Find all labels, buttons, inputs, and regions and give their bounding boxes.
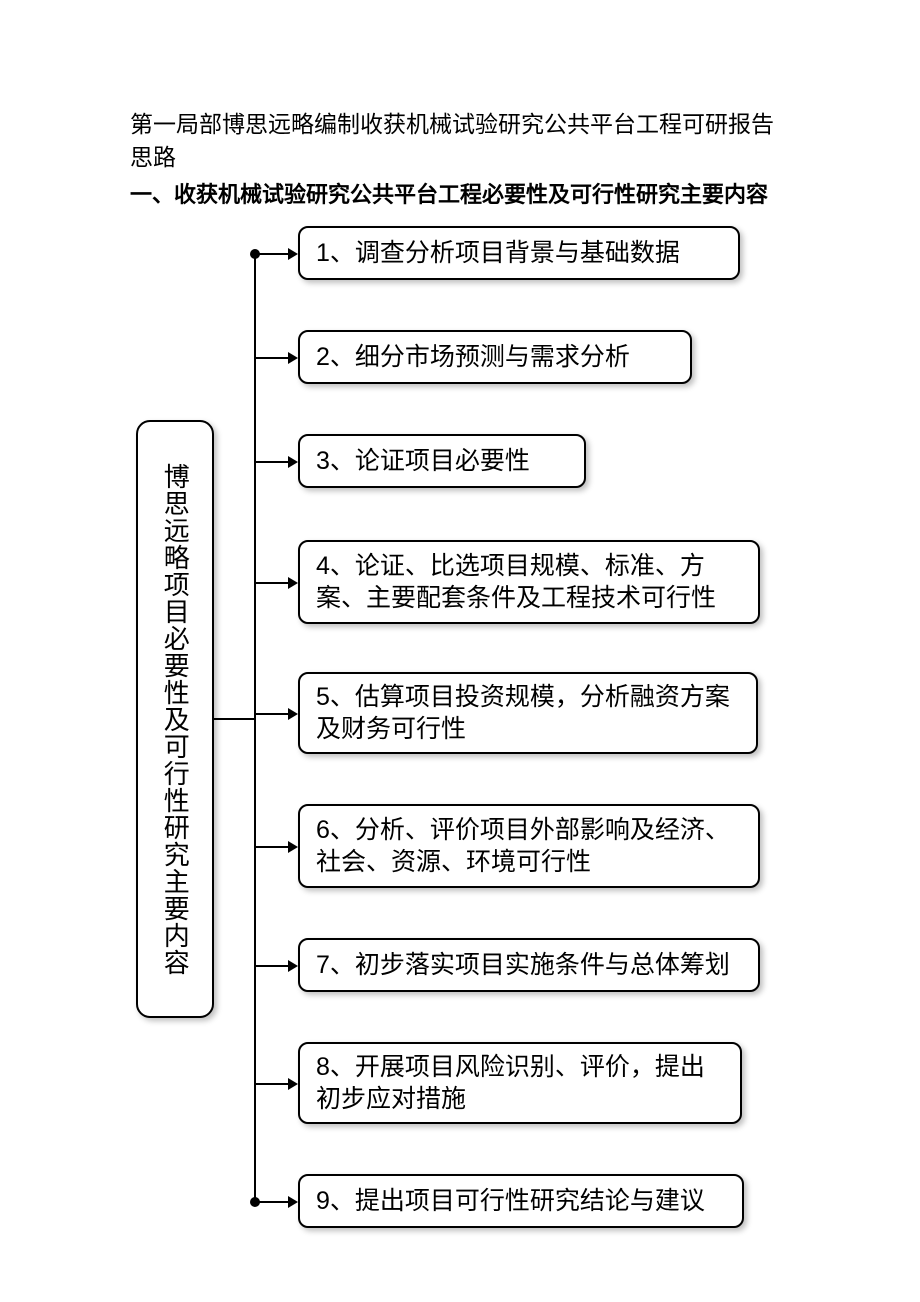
connector-horizontal-4 xyxy=(254,582,290,584)
page-subtitle: 一、收获机械试验研究公共平台工程必要性及可行性研究主要内容 xyxy=(130,177,790,209)
flowchart-item-9: 9、提出项目可行性研究结论与建议 xyxy=(298,1174,744,1228)
page-title: 第一局部博思远略编制收获机械试验研究公共平台工程可研报告思路 xyxy=(130,108,790,175)
main-category-label: 博思远略项目必要性及可行性研究主要内容 xyxy=(159,463,192,976)
arrow-head-1 xyxy=(288,248,298,260)
arrow-head-7 xyxy=(288,960,298,972)
connector-horizontal-3 xyxy=(254,461,290,463)
flowchart-item-label: 9、提出项目可行性研究结论与建议 xyxy=(316,1185,705,1218)
connector-horizontal-6 xyxy=(254,846,290,848)
flowchart-item-label: 7、初步落实项目实施条件与总体筹划 xyxy=(316,949,730,982)
connector-horizontal-7 xyxy=(254,965,290,967)
main-category-box: 博思远略项目必要性及可行性研究主要内容 xyxy=(136,420,214,1018)
flowchart-item-label: 6、分析、评价项目外部影响及经济、社会、资源、环境可行性 xyxy=(316,814,742,879)
trunk-dot-9 xyxy=(250,1197,260,1207)
flowchart-item-6: 6、分析、评价项目外部影响及经济、社会、资源、环境可行性 xyxy=(298,804,760,888)
arrow-head-2 xyxy=(288,352,298,364)
flowchart-item-2: 2、细分市场预测与需求分析 xyxy=(298,330,692,384)
flowchart-item-5: 5、估算项目投资规模，分析融资方案及财务可行性 xyxy=(298,672,758,754)
flowchart-item-8: 8、开展项目风险识别、评价，提出初步应对措施 xyxy=(298,1042,742,1124)
flowchart-item-label: 2、细分市场预测与需求分析 xyxy=(316,341,630,374)
arrow-head-3 xyxy=(288,456,298,468)
header: 第一局部博思远略编制收获机械试验研究公共平台工程可研报告思路 一、收获机械试验研… xyxy=(0,0,920,209)
flowchart-item-label: 8、开展项目风险识别、评价，提出初步应对措施 xyxy=(316,1051,724,1116)
arrow-head-6 xyxy=(288,841,298,853)
flowchart-item-label: 5、估算项目投资规模，分析融资方案及财务可行性 xyxy=(316,681,740,746)
arrow-head-9 xyxy=(288,1196,298,1208)
flowchart-item-3: 3、论证项目必要性 xyxy=(298,434,586,488)
connector-horizontal-8 xyxy=(254,1083,290,1085)
flowchart-item-4: 4、论证、比选项目规模、标准、方案、主要配套条件及工程技术可行性 xyxy=(298,540,760,624)
flowchart-item-label: 1、调查分析项目背景与基础数据 xyxy=(316,237,680,270)
connector-main-to-trunk xyxy=(214,718,254,720)
flowchart-item-7: 7、初步落实项目实施条件与总体筹划 xyxy=(298,938,760,992)
flowchart-item-label: 3、论证项目必要性 xyxy=(316,445,530,478)
flowchart-item-1: 1、调查分析项目背景与基础数据 xyxy=(298,226,740,280)
arrow-head-4 xyxy=(288,577,298,589)
arrow-head-5 xyxy=(288,708,298,720)
connector-horizontal-5 xyxy=(254,713,290,715)
trunk-dot-1 xyxy=(250,249,260,259)
connector-horizontal-2 xyxy=(254,357,290,359)
flowchart-item-label: 4、论证、比选项目规模、标准、方案、主要配套条件及工程技术可行性 xyxy=(316,550,742,615)
flowchart-diagram: 博思远略项目必要性及可行性研究主要内容 1、调查分析项目背景与基础数据 2、细分市… xyxy=(136,222,786,1202)
arrow-head-8 xyxy=(288,1078,298,1090)
connector-vertical-trunk xyxy=(254,253,256,1202)
